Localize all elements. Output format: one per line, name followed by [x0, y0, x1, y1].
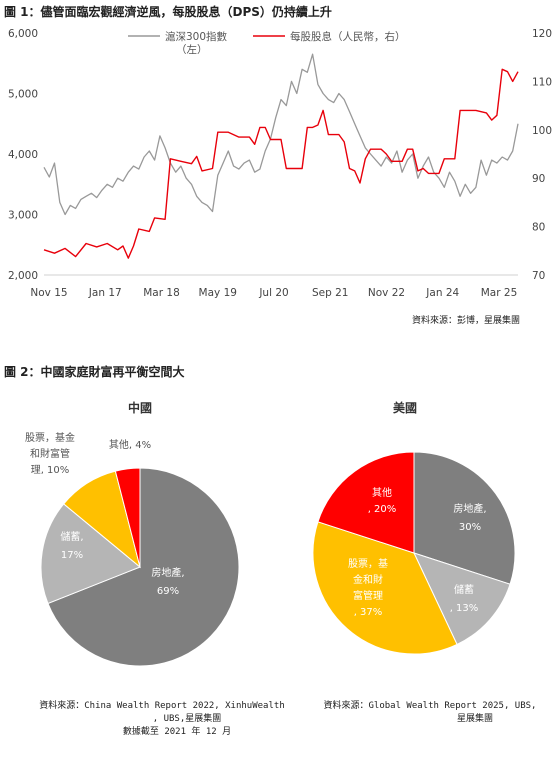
- source-right-line-2: 星展集團: [456, 714, 493, 724]
- pie-slice: [312, 521, 458, 655]
- y-left-tick-label: 6,000: [8, 28, 38, 40]
- pie-slice: [413, 451, 516, 585]
- y-right-tick-label: 120: [532, 28, 552, 40]
- pie-slice: [114, 467, 141, 568]
- pie-slice-label: 儲蓄, 17%: [60, 531, 83, 561]
- x-tick-label: Nov 15: [30, 287, 67, 299]
- y-right-tick-label: 80: [532, 222, 545, 234]
- figure1-source: 資料來源：彭博，星展集團: [412, 316, 521, 326]
- chart-series: [43, 53, 519, 259]
- legend-label-csi300-line2: （左）: [176, 43, 208, 56]
- series-line-csi300: [43, 53, 519, 216]
- pie-slice-label: 股票，基金和財富管理, 37%: [348, 557, 388, 618]
- line-chart: 2,000 3,000 4,000 5,000 6,000 70 80 90 100 110 120…: [8, 28, 552, 299]
- pie-slice: [47, 467, 240, 667]
- y-right-tick-label: 110: [532, 76, 552, 88]
- figure1-title: 圖 1：儘管面臨宏觀經濟逆風，每股股息（DPS）仍持續上升: [4, 5, 332, 19]
- source-left-line-3: 數據截至 2021 年 12 月: [122, 727, 232, 737]
- x-tick-label: May 19: [199, 287, 237, 299]
- pie-slice-label: 房地產, 30%: [453, 502, 486, 533]
- x-tick-label: Jan 17: [88, 287, 122, 299]
- y-right-tick-label: 90: [532, 173, 545, 185]
- pie-slice: [317, 451, 415, 554]
- figure2-source-left: 資料來源：China Wealth Report 2022, XinhuWeal…: [34, 700, 290, 739]
- figure2-source-right: 資料來源：Global Wealth Report 2025, UBS, 星展集…: [310, 700, 550, 726]
- y-left-tick-label: 4,000: [8, 149, 38, 161]
- y-right-tick-label: 100: [532, 125, 552, 137]
- pie-slice: [413, 552, 511, 646]
- x-tick-label: Jul 20: [258, 287, 288, 299]
- x-tick-label: Mar 18: [143, 287, 180, 299]
- y-left-tick-label: 3,000: [8, 210, 38, 222]
- y-left-tick-label: 2,000: [8, 270, 38, 282]
- pie-slice-label: 股票，基金和財富管理, 10%: [25, 431, 75, 476]
- x-tick-label: Nov 22: [368, 287, 405, 299]
- pie-slice-label: 其他, 4%: [109, 438, 151, 451]
- pie-slice-label: 其他, 20%: [368, 486, 397, 515]
- source-left-line-2: , UBS,星展集團: [152, 714, 222, 724]
- pie-slice-label: 儲蓄, 13%: [450, 584, 479, 614]
- legend-label-csi300: 滬深300指數: [165, 30, 228, 43]
- pie-slice: [40, 503, 141, 605]
- y-left-tick-label: 5,000: [8, 89, 38, 101]
- x-tick-label: Mar 25: [481, 287, 518, 299]
- series-line-dps: [43, 68, 519, 259]
- source-left-line-1: 資料來源：China Wealth Report 2022, XinhuWeal…: [39, 701, 285, 711]
- source-right-line-1: 資料來源：Global Wealth Report 2025, UBS,: [323, 701, 537, 711]
- figure2-title: 圖 2：中國家庭財富再平衡空間大: [4, 365, 185, 379]
- pie-title: 美國: [393, 400, 417, 415]
- x-tick-label: Jan 24: [425, 287, 459, 299]
- chart-legend: 滬深300指數（左） 每股股息（人民幣，右）: [128, 30, 406, 56]
- legend-label-dps: 每股股息（人民幣，右）: [290, 30, 406, 43]
- x-tick-label: Sep 21: [312, 287, 349, 299]
- y-right-tick-label: 70: [532, 270, 545, 282]
- chart-axes: 2,000 3,000 4,000 5,000 6,000 70 80 90 100 110 120…: [8, 28, 552, 299]
- pie-slice-label: 房地產, 69%: [151, 566, 184, 597]
- pie-title: 中國: [128, 400, 152, 415]
